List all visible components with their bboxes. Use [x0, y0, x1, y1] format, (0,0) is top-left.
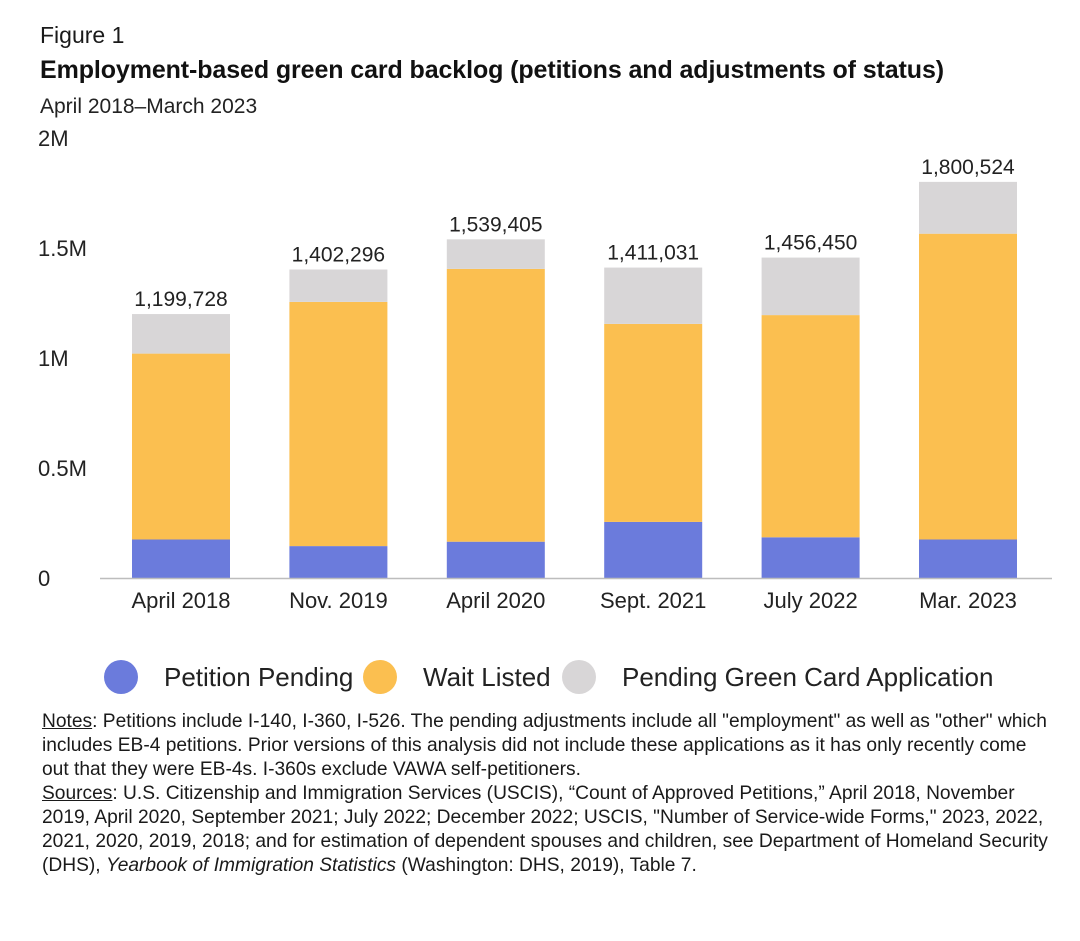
notes-and-sources: Notes: Petitions include I-140, I-360, I…: [42, 710, 1057, 878]
stacked-bar-chart: 0 0.5M 1M 1.5M 2M 1,199,728 1,402,296 1,539,40…: [38, 126, 1052, 613]
legend-item-petition-pending: Petition Pending: [104, 660, 353, 694]
legend-label-wait-listed: Wait Listed: [423, 661, 551, 692]
chart-subtitle: April 2018–March 2023: [40, 95, 258, 118]
sources-italic-title: Yearbook of Immigration Statistics: [105, 855, 397, 876]
bar-petition-pending-mar-2023: [919, 539, 1017, 578]
bar-pending-green-card-application-july-2022: [761, 257, 860, 316]
chart-title: Employment-based green card backlog (pet…: [40, 56, 944, 84]
sources-text: : U.S. Citizenship and Immigration Servi…: [42, 783, 1048, 876]
bar-petition-pending-july-2022: [761, 537, 860, 578]
bar-pending-green-card-application-april-2018: [132, 314, 230, 354]
notes-text: : Petitions include I-140, I-360, I-526.…: [42, 711, 1047, 780]
bar-petition-pending-nov-2019: [289, 546, 388, 578]
total-label-nov-2019: 1,402,296: [292, 243, 385, 266]
x-tick-label-april-2020: April 2020: [446, 588, 545, 613]
legend-swatch-petition-pending: [104, 660, 138, 694]
notes-label: Notes: [42, 711, 93, 732]
total-label-sept-2021: 1,411,031: [607, 242, 699, 265]
legend-swatch-pending-green-card: [562, 660, 596, 694]
bar-pending-green-card-application-sept-2021: [604, 267, 703, 324]
x-tick-label-sept-2021: Sept. 2021: [600, 588, 706, 613]
y-tick-label: 1.5M: [38, 236, 87, 261]
y-tick-label: 0: [38, 566, 50, 591]
legend-item-pending-green-card: Pending Green Card Application: [562, 660, 993, 694]
legend-swatch-wait-listed: [363, 660, 397, 694]
x-tick-label-mar-2023: Mar. 2023: [919, 588, 1017, 613]
legend-item-wait-listed: Wait Listed: [363, 660, 551, 694]
x-tick-label-july-2022: July 2022: [764, 588, 858, 613]
bar-wait-listed-mar-2023: [919, 233, 1017, 540]
bar-pending-green-card-application-april-2020: [446, 239, 545, 269]
y-tick-label: 1M: [38, 346, 69, 371]
bar-wait-listed-sept-2021: [604, 323, 703, 522]
total-label-april-2020: 1,539,405: [449, 213, 542, 236]
bar-wait-listed-april-2020: [446, 268, 545, 542]
bar-petition-pending-sept-2021: [604, 521, 703, 578]
total-label-april-2018: 1,199,728: [134, 288, 227, 311]
bar-wait-listed-nov-2019: [289, 301, 388, 547]
y-tick-label: 0.5M: [38, 456, 87, 481]
figure-label: Figure 1: [40, 22, 125, 48]
bar-petition-pending-april-2020: [446, 541, 545, 578]
legend-label-pending-green-card: Pending Green Card Application: [622, 661, 994, 692]
bar-wait-listed-april-2018: [132, 353, 230, 540]
x-tick-label-april-2018: April 2018: [131, 588, 230, 613]
y-tick-label: 2M: [38, 126, 69, 151]
sources-end: (Washington: DHS, 2019), Table 7.: [396, 855, 697, 876]
bar-pending-green-card-application-nov-2019: [289, 269, 388, 302]
bar-petition-pending-april-2018: [132, 539, 230, 578]
sources-label: Sources: [42, 783, 113, 804]
total-label-july-2022: 1,456,450: [764, 232, 857, 255]
x-tick-label-nov-2019: Nov. 2019: [289, 588, 388, 613]
chart-legend: Petition Pending Wait Listed Pending Gre…: [0, 660, 1080, 704]
total-label-mar-2023: 1,800,524: [921, 156, 1015, 179]
bar-pending-green-card-application-mar-2023: [919, 181, 1017, 234]
legend-label-petition-pending: Petition Pending: [164, 661, 354, 692]
bar-wait-listed-july-2022: [761, 315, 860, 538]
